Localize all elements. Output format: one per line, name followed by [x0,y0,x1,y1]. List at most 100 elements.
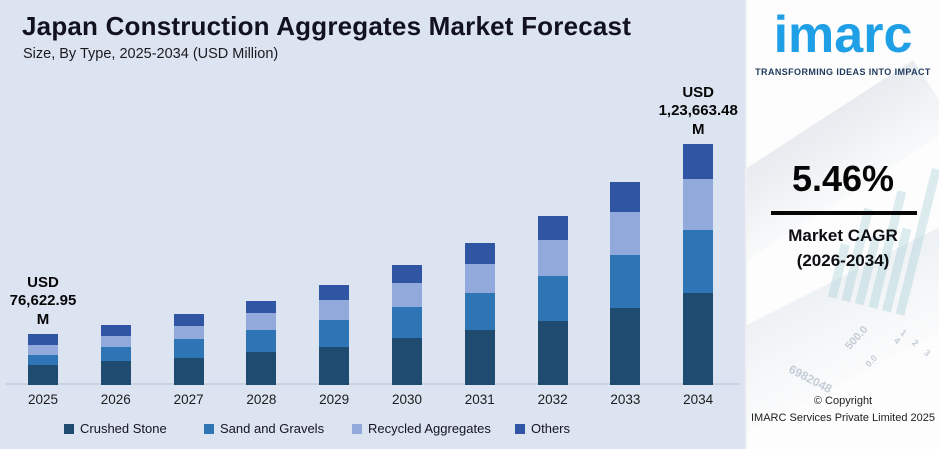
bar-segment-others [100,325,131,336]
bar-segment-recycled-aggregates [610,212,641,255]
chart-title: Japan Construction Aggregates Market For… [22,11,632,41]
legend-swatch-sand-and-gravels [204,423,214,434]
x-axis-baseline [6,383,739,385]
brand-panel: 500.0 0.0 1 2 3 4 6982048 imarc TRANSFOR… [745,0,939,449]
bar-segment-sand-and-gravels [537,276,568,321]
legend-item-crushed-stone: Crushed Stone [64,421,167,436]
chart-panel: Japan Construction Aggregates Market For… [0,11,739,436]
value-annotation-line: 76,622.95 [9,292,77,309]
bar-segment-crushed-stone [610,308,641,385]
bar-segment-sand-and-gravels [28,355,58,365]
stacked-bar-plot: 2025 2026 2027 2028 2029 2030 2031 2032 2033 2034… [0,84,739,436]
imarc-logo: imarc [773,6,913,64]
legend-swatch-recycled-aggregates [352,423,362,434]
legend-swatch-others [515,423,525,434]
watermark-number: 0.0 [863,353,880,369]
bar-segment-sand-and-gravels [319,320,350,347]
chart-subtitle: Size, By Type, 2025-2034 (USD Million) [23,46,279,62]
bar-segment-others [392,265,422,283]
bar-segment-others [610,182,641,212]
copyright-company-line: IMARC Services Private Limited 2025 [750,412,935,424]
x-axis-label-2025: 2025 [27,392,59,407]
bar-2025 [28,334,58,385]
legend-label: Sand and Gravels [220,421,325,436]
x-axis-label-2029: 2029 [319,392,350,407]
bar-segment-crushed-stone [392,338,422,385]
x-axis-label-2028: 2028 [246,392,277,407]
cagr-value: 5.46% [791,158,895,199]
value-annotation-line: M [36,310,50,328]
bar-2029 [319,285,350,385]
x-axis-label-2030: 2030 [391,392,423,407]
bar-segment-crushed-stone [100,361,131,385]
x-axis-label-2026: 2026 [100,392,131,407]
legend-label: Recycled Aggregates [368,421,491,436]
legend-label: Others [531,421,571,436]
bar-segment-sand-and-gravels [392,307,422,338]
legend-label: Crushed Stone [80,421,167,436]
legend-item-sand-and-gravels: Sand and Gravels [204,421,324,436]
bar-segment-recycled-aggregates [683,179,714,230]
bar-2026 [100,325,131,385]
copyright-symbol-line: © Copyright [813,395,873,407]
value-annotation-2025: USD 76,622.95 M [0,274,103,330]
bar-segment-sand-and-gravels [610,255,641,308]
bar-segment-recycled-aggregates [173,326,204,339]
bar-segment-sand-and-gravels [246,330,277,352]
bar-segment-recycled-aggregates [319,300,350,320]
bar-2027 [173,314,204,385]
bar-segment-others [464,243,495,264]
value-annotation-2034: USD 1,23,663.48 M [638,84,758,140]
logo-tagline: TRANSFORMING IDEAS INTO IMPACT [755,67,931,77]
bar-segment-crushed-stone [683,293,714,385]
bar-segment-others [28,334,58,345]
bar-segment-sand-and-gravels [100,347,131,361]
bar-2034 [683,144,714,385]
bar-segment-recycled-aggregates [537,240,568,276]
bar-segment-recycled-aggregates [392,283,422,307]
watermark-number: 6982048 [786,361,835,397]
x-axis-label-2031: 2031 [464,392,495,407]
bar-segment-others [537,216,568,240]
bar-2032 [537,216,568,385]
x-axis-label-2032: 2032 [537,392,568,407]
bar-segment-crushed-stone [319,347,350,385]
bar-2033 [610,182,641,385]
x-axis-label-2033: 2033 [610,392,641,407]
bar-segment-crushed-stone [173,358,204,385]
bar-segment-recycled-aggregates [28,345,58,355]
legend-item-others: Others [515,421,570,436]
bar-segment-others [319,285,350,300]
bar-segment-crushed-stone [28,365,58,385]
cagr-label: Market CAGR [788,226,898,245]
x-axis-label-2027: 2027 [173,392,204,407]
legend-item-recycled-aggregates: Recycled Aggregates [352,421,491,436]
cagr-period: (2026-2034) [796,251,890,270]
watermark-number: 500.0 [843,323,871,353]
bar-segment-sand-and-gravels [464,293,495,330]
bar-segment-recycled-aggregates [246,313,277,330]
bar-2028 [246,301,277,385]
bar-segment-recycled-aggregates [464,264,495,293]
bar-segment-others [246,301,277,313]
bar-segment-recycled-aggregates [100,336,131,347]
cagr-divider [771,211,917,215]
bar-segment-others [683,144,714,179]
bar-segment-sand-and-gravels [173,339,204,358]
copyright: © Copyright IMARC Services Private Limit… [747,393,939,427]
watermark-number: 1 2 3 4 [891,327,936,361]
value-annotation-line: USD [682,83,715,101]
bar-2030 [392,265,422,385]
bar-2031 [464,243,495,385]
legend-swatch-crushed-stone [64,423,74,434]
bar-segment-others [173,314,204,326]
bar-segment-crushed-stone [246,352,277,385]
value-annotation-line: M [691,120,705,138]
bar-segment-crushed-stone [537,321,568,385]
value-annotation-line: 1,23,663.48 [658,102,738,119]
bar-segment-sand-and-gravels [683,230,714,293]
bar-segment-crushed-stone [464,330,495,385]
x-axis-label-2034: 2034 [683,392,714,407]
value-annotation-line: USD [27,273,59,291]
